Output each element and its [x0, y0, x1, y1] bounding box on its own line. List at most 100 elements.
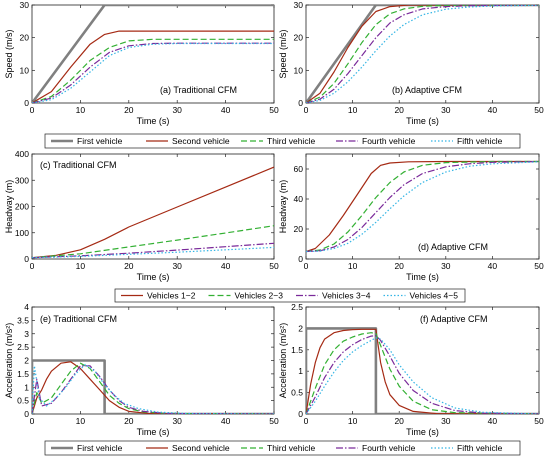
legend-label: Fifth vehicle — [457, 136, 503, 146]
x-tick-label: 0 — [304, 261, 309, 271]
legend-box — [44, 440, 521, 456]
series-line-second-vehicle — [32, 30, 274, 103]
x-tick-label: 50 — [534, 261, 544, 271]
series-line-fifth-vehicle — [306, 5, 539, 103]
legend-box — [44, 133, 521, 149]
x-tick-label: 10 — [348, 105, 358, 115]
series-line-fifth-vehicle — [306, 337, 539, 414]
series-group — [32, 166, 274, 259]
y-axis-label: Acceleration (m/s²) — [278, 323, 288, 399]
panel-annotation: (e) Traditional CFM — [40, 314, 117, 324]
y-tick-label: 30 — [294, 0, 304, 10]
y-tick-label: 10 — [20, 65, 30, 75]
y-tick-label: 0.5 — [17, 396, 29, 406]
x-tick-label: 40 — [221, 261, 231, 271]
legend-vehicles-top: First vehicle Second vehicle Third vehicle… — [44, 133, 521, 149]
x-tick-label: 0 — [304, 416, 309, 426]
panel-d: 0 10 20 30 40 50 0 20 40 60 Time (s) Headway (m) (d)… — [278, 153, 544, 282]
legend-label: Vehicles 2−3 — [235, 291, 284, 301]
series-line-vehicles-3-4 — [306, 160, 539, 253]
x-tick-label: 30 — [441, 261, 451, 271]
x-tick-label: 20 — [394, 416, 404, 426]
legend-label: Second vehicle — [172, 136, 230, 146]
y-tick-label: 2.5 — [17, 342, 29, 352]
series-line-first-vehicle — [32, 359, 274, 414]
x-tick-label: 20 — [124, 105, 134, 115]
y-tick-label: 100 — [15, 228, 29, 238]
y-tick-label: 10 — [294, 65, 304, 75]
y-tick-label: 20 — [20, 33, 30, 43]
x-tick-label: 20 — [124, 261, 134, 271]
x-tick-label: 10 — [76, 261, 86, 271]
y-axis-label: Acceleration (m/s²) — [4, 323, 14, 399]
series-line-first-vehicle — [306, 327, 539, 414]
series-line-vehicles-1-2 — [306, 160, 539, 253]
x-tick-label: 40 — [488, 416, 498, 426]
legend-label: Vehicles 1−2 — [147, 291, 196, 301]
x-tick-label: 30 — [172, 105, 182, 115]
x-tick-label: 30 — [441, 105, 451, 115]
y-tick-label: 30 — [20, 0, 30, 10]
series-line-vehicles-2-3 — [306, 160, 539, 253]
x-tick-label: 40 — [488, 105, 498, 115]
legend-label: Fourth vehicle — [362, 443, 416, 453]
y-axis-label: Headway (m) — [278, 180, 288, 234]
legend-pairs: Vehicles 1−2 Vehicles 2−3 Vehicles 3−4 Vehi… — [114, 288, 466, 303]
y-tick-label: 3.5 — [17, 315, 29, 325]
x-tick-label: 0 — [30, 261, 35, 271]
series-line-second-vehicle — [306, 328, 539, 414]
y-axis-label: Speed (m/s) — [278, 29, 288, 78]
panel-annotation: (a) Traditional CFM — [160, 85, 237, 95]
y-tick-label: 20 — [294, 33, 304, 43]
legend-label: Vehicles 3−4 — [322, 291, 371, 301]
y-tick-label: 20 — [294, 224, 304, 234]
series-group — [306, 5, 539, 103]
x-tick-label: 10 — [76, 105, 86, 115]
x-tick-label: 50 — [269, 261, 279, 271]
x-tick-label: 50 — [269, 416, 279, 426]
legend-label: Third vehicle — [267, 443, 315, 453]
y-tick-label: 2 — [24, 356, 29, 366]
series-line-vehicles-4-5 — [306, 161, 539, 253]
x-tick-label: 10 — [348, 261, 358, 271]
series-line-vehicles-1-2 — [32, 166, 274, 259]
y-tick-label: 0 — [298, 409, 303, 419]
y-tick-label: 0 — [298, 98, 303, 108]
series-line-second-vehicle — [32, 361, 274, 414]
x-tick-label: 50 — [534, 416, 544, 426]
y-tick-label: 300 — [15, 175, 29, 185]
x-tick-label: 20 — [394, 105, 404, 115]
x-axis-label: Time (s) — [406, 116, 439, 126]
legend-box — [114, 288, 466, 303]
x-tick-label: 10 — [348, 416, 358, 426]
y-axis-label: Headway (m) — [4, 180, 14, 234]
y-tick-label: 60 — [294, 164, 304, 174]
y-tick-label: 0 — [24, 254, 29, 264]
x-axis-label: Time (s) — [406, 427, 439, 437]
series-line-first-vehicle — [32, 5, 274, 103]
x-axis-label: Time (s) — [137, 272, 170, 282]
x-tick-label: 20 — [394, 261, 404, 271]
x-tick-label: 20 — [124, 416, 134, 426]
x-axis-label: Time (s) — [137, 116, 170, 126]
y-tick-label: 3 — [24, 329, 29, 339]
x-tick-label: 40 — [221, 416, 231, 426]
y-tick-label: 0 — [24, 409, 29, 419]
series-group — [306, 327, 539, 414]
series-line-fourth-vehicle — [306, 5, 539, 103]
y-tick-label: 200 — [15, 202, 29, 212]
series-line-fourth-vehicle — [306, 335, 539, 414]
x-tick-label: 10 — [76, 416, 86, 426]
panel-annotation: (d) Adaptive CFM — [418, 242, 488, 252]
x-tick-label: 40 — [221, 105, 231, 115]
plot-frame — [305, 306, 540, 415]
series-line-third-vehicle — [306, 5, 539, 103]
x-tick-label: 40 — [488, 261, 498, 271]
x-tick-label: 0 — [30, 416, 35, 426]
legend-label: Vehicles 4−5 — [410, 291, 459, 301]
y-tick-label: 1 — [298, 366, 303, 376]
y-tick-label: 2.5 — [291, 302, 303, 312]
series-line-fifth-vehicle — [32, 363, 274, 414]
